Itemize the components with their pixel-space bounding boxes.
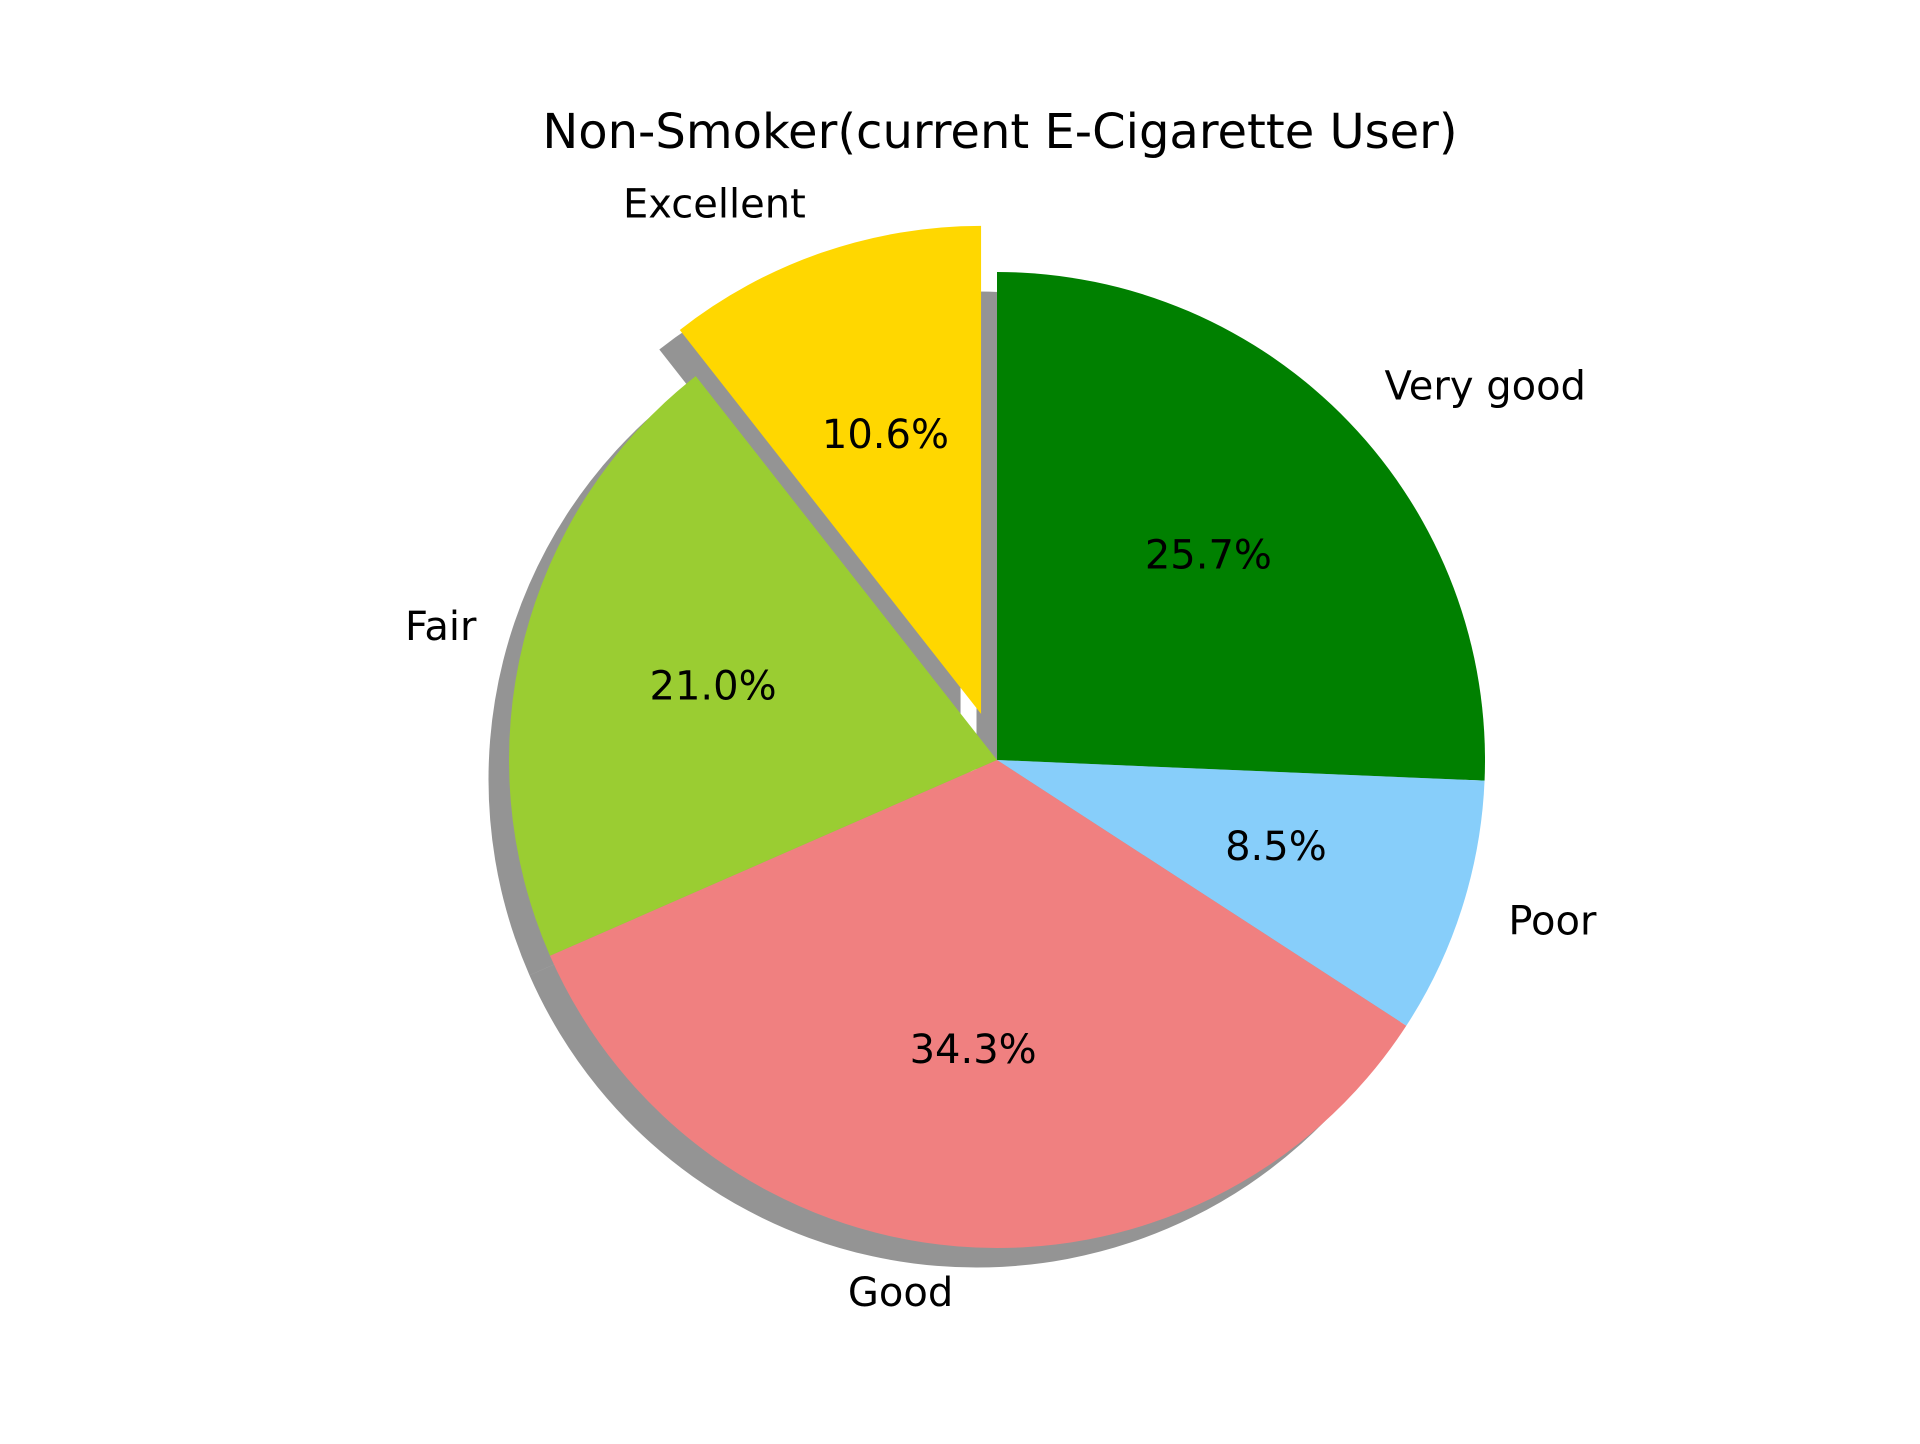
category-label-excellent: Excellent <box>623 182 806 228</box>
slice-very-good <box>997 272 1485 781</box>
category-label-poor: Poor <box>1508 898 1597 944</box>
slice-poor <box>997 760 1485 1026</box>
slice-excellent <box>679 225 982 714</box>
percent-label-good: 34.3% <box>910 1027 1037 1073</box>
pie-slices <box>508 225 1485 1248</box>
category-label-good: Good <box>848 1270 953 1316</box>
slice-labels: Very good 25.7% Poor 8.5% Good 34.3% Fair 21.0%… <box>405 182 1597 1317</box>
percent-label-poor: 8.5% <box>1225 824 1327 870</box>
percent-label-very-good: 25.7% <box>1145 532 1272 578</box>
chart-title: Non-Smoker(current E-Cigarette User) <box>542 104 1457 160</box>
category-label-very-good: Very good <box>1385 364 1586 410</box>
percent-label-excellent: 10.6% <box>822 412 949 458</box>
slice-good <box>549 760 1407 1248</box>
slice-fair <box>508 376 997 956</box>
category-label-fair: Fair <box>405 604 477 650</box>
percent-label-fair: 21.0% <box>650 664 777 710</box>
